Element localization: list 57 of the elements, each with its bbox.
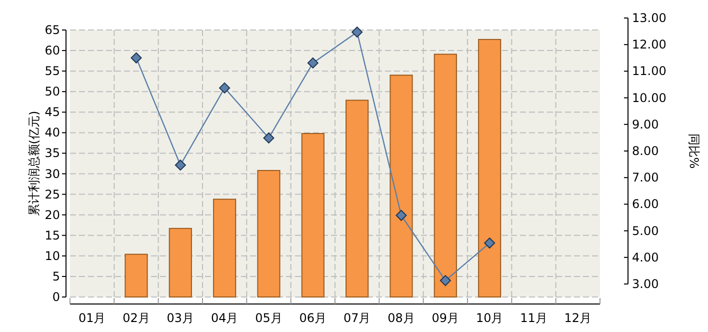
point	[352, 26, 363, 38]
y-tick-label: 35	[44, 146, 60, 160]
y-tick-label: 5	[52, 269, 60, 284]
point	[396, 210, 407, 221]
point	[174, 160, 186, 171]
y-tick-label: 40	[44, 126, 60, 140]
y-axis-title: 累计利润总额(亿元)	[27, 110, 41, 216]
bar	[346, 100, 369, 298]
y2-tick-label: 6.00	[632, 197, 659, 212]
x-tick-label: 07月	[343, 311, 371, 325]
x-tick-label: 10月	[476, 311, 504, 325]
y-tick-label: 25	[44, 187, 60, 202]
x-tick-label: 05月	[255, 311, 282, 325]
y-tick-label: 15	[44, 228, 60, 242]
bar	[257, 170, 280, 298]
bar	[434, 54, 457, 298]
point	[484, 238, 496, 249]
y2-tick-label: 12.00	[632, 38, 666, 52]
x-tick-label: 04月	[210, 311, 238, 325]
y2-tick-label: 3.00	[632, 277, 659, 291]
bar	[213, 198, 236, 298]
x-tick-label: 06月	[299, 311, 327, 325]
point	[307, 57, 318, 68]
y-tick-label: 50	[44, 84, 60, 99]
y-tick-label: 10	[44, 248, 60, 263]
bar	[168, 228, 192, 298]
x-tick-label: 08月	[388, 311, 415, 325]
y2-tick-label: 10.00	[632, 90, 666, 105]
y2-axis-title: 同比%	[687, 133, 701, 169]
point	[440, 275, 451, 286]
y2-tick-label: 4.00	[632, 250, 659, 264]
y-tick-label: 30	[44, 166, 60, 181]
x-tick-label: 02月	[122, 311, 150, 325]
bar	[478, 38, 502, 298]
y2-tick-label: 5.00	[632, 224, 659, 238]
y2-tick-label: 13.00	[632, 11, 666, 25]
bar	[124, 254, 148, 298]
y2-tick-label: 8.00	[632, 144, 659, 158]
y-tick-label: 0	[52, 290, 60, 304]
y-tick-label: 20	[44, 208, 60, 222]
point	[130, 52, 142, 64]
y2-tick-label: 9.00	[632, 117, 659, 132]
x-tick-label: 09月	[432, 311, 460, 325]
y2-tick-label: 11.00	[632, 64, 666, 78]
x-tick-label: 03月	[166, 311, 194, 325]
x-tick-label: 01月	[78, 311, 106, 325]
point	[219, 82, 230, 94]
y2-tick-label: 7.00	[632, 170, 659, 185]
x-tick-label: 11月	[520, 311, 548, 325]
bar	[390, 74, 413, 298]
x-tick-label: 12月	[564, 311, 592, 325]
point	[263, 132, 274, 144]
bar	[301, 133, 324, 298]
y-tick-label: 60	[44, 44, 60, 58]
y-tick-label: 55	[44, 64, 60, 78]
y-tick-label: 45	[44, 105, 60, 120]
y-tick-label: 65	[44, 23, 60, 37]
